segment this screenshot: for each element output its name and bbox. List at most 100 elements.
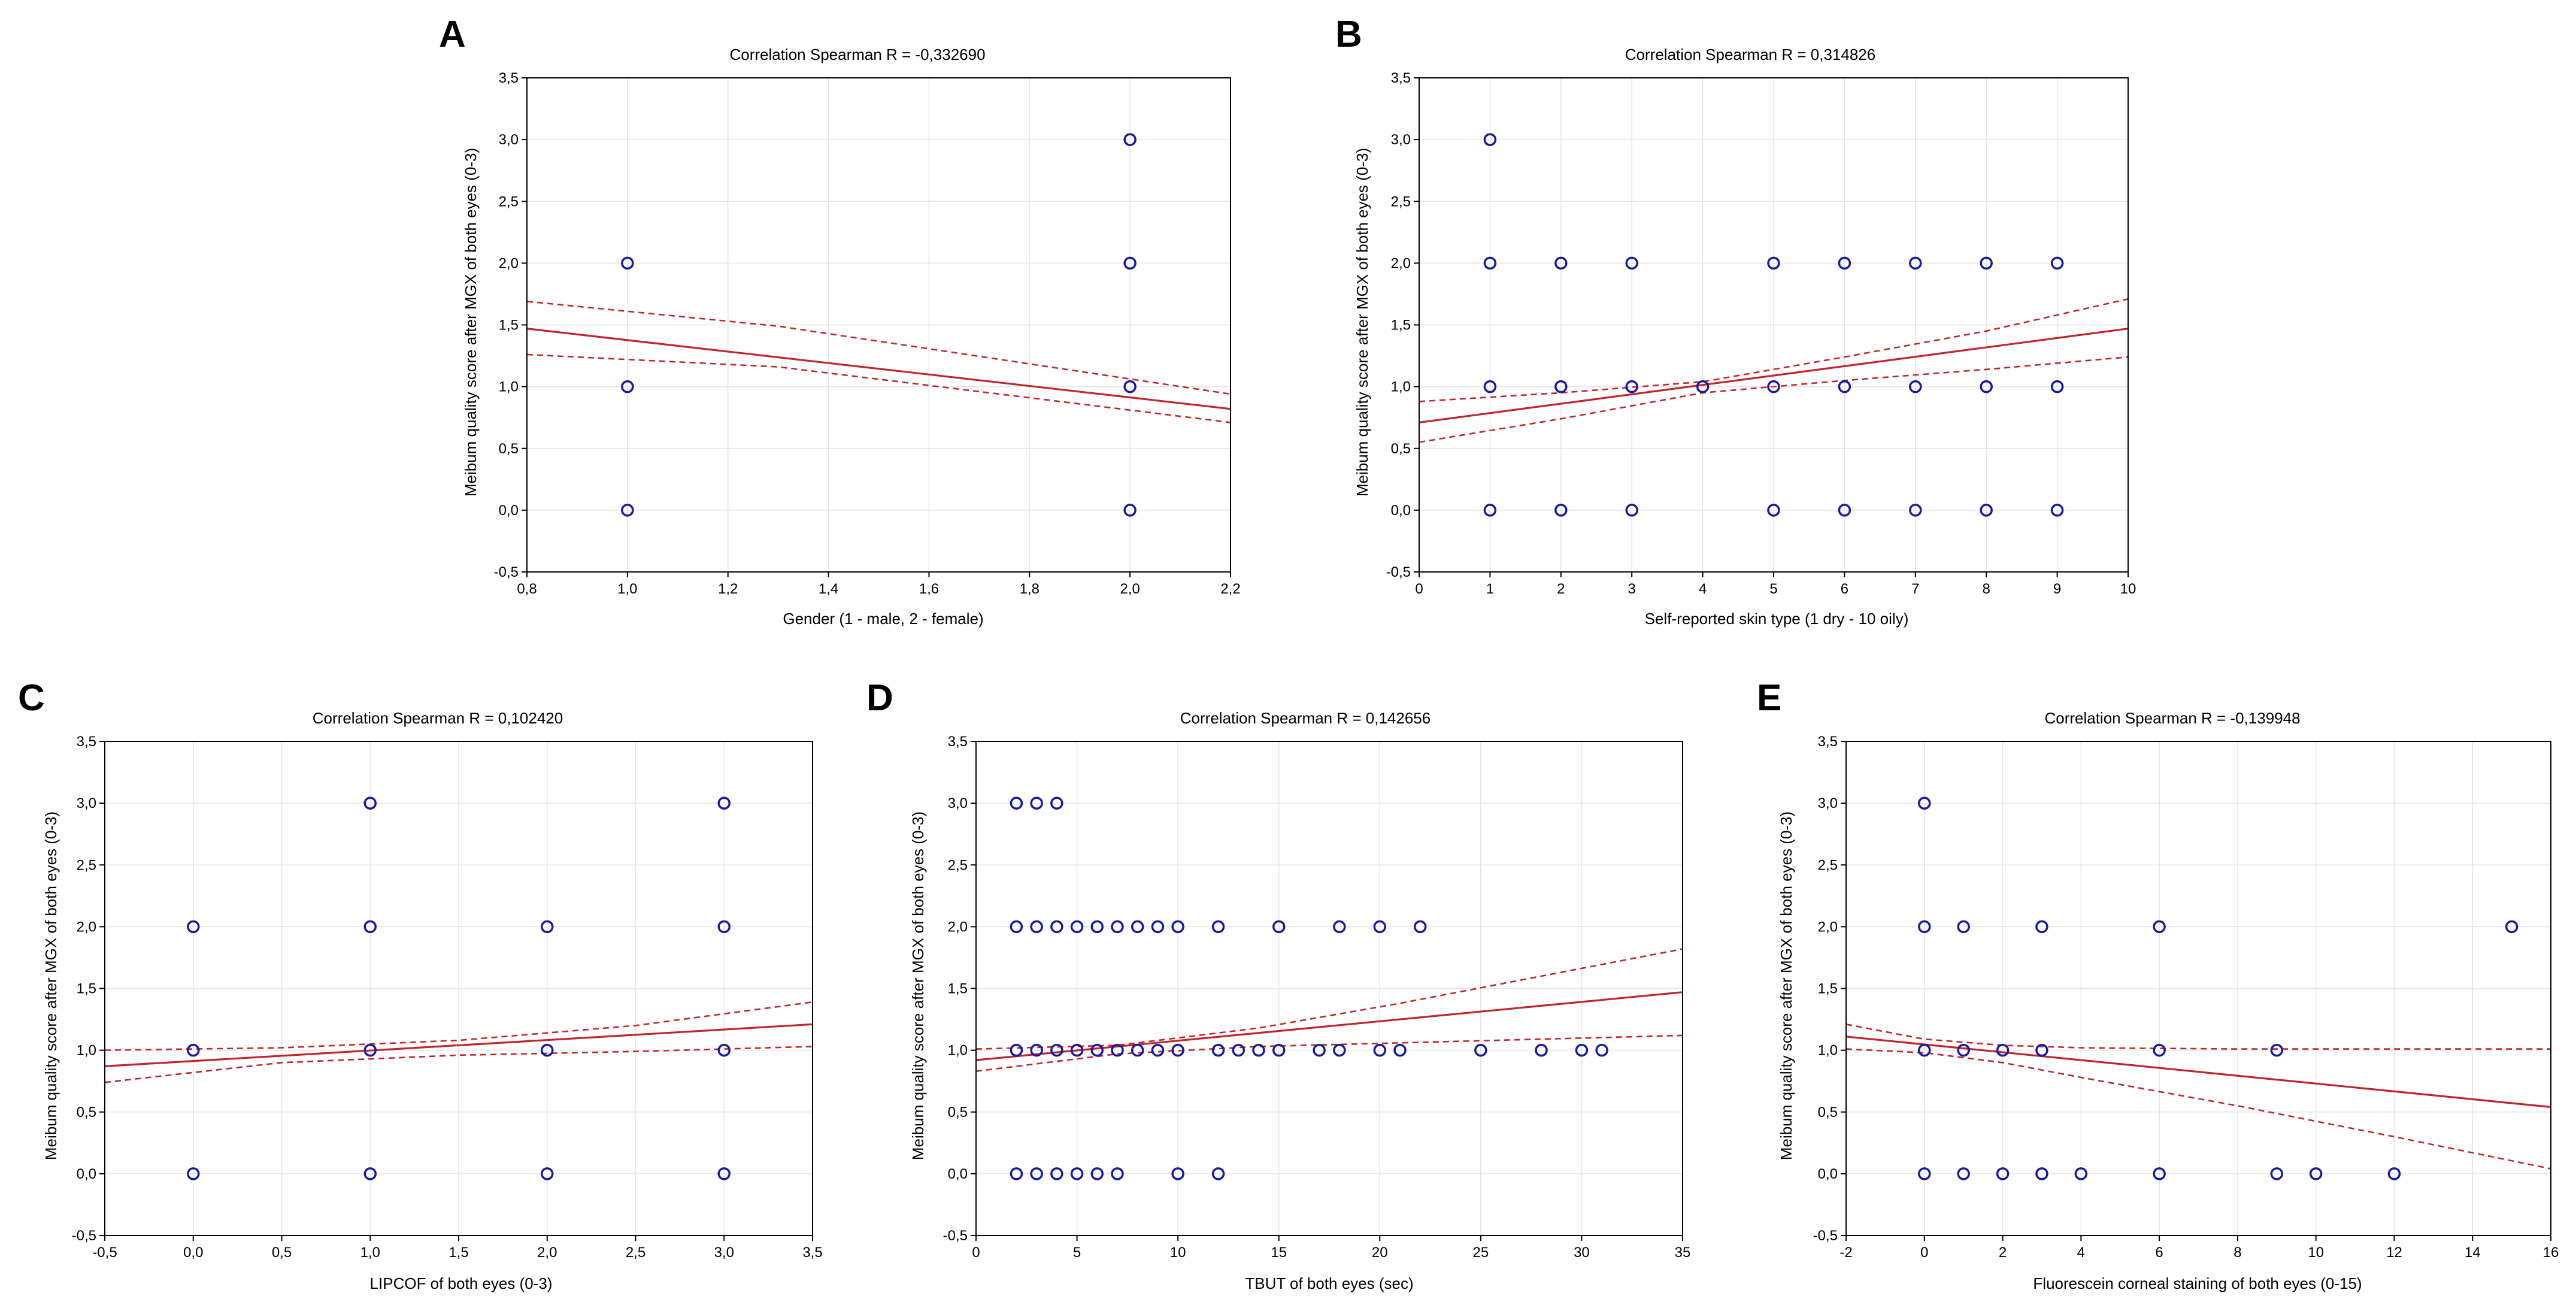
data-point: [1373, 1043, 1387, 1057]
data-point: [1333, 920, 1346, 934]
data-point: [1474, 1043, 1487, 1057]
data-point: [1575, 1043, 1589, 1057]
y-tick-label: -0,5: [1813, 1228, 1838, 1244]
y-axis-label-a: Meibum quality score after MGX of both e…: [462, 148, 480, 496]
y-tick-label: 2,5: [77, 857, 96, 873]
data-point: [187, 1043, 200, 1057]
chart-title-a: Correlation Spearman R = -0,332690: [729, 46, 985, 63]
data-point: [2387, 1167, 2401, 1180]
data-point: [1909, 256, 1922, 270]
data-point: [187, 920, 200, 934]
data-point: [1131, 920, 1144, 934]
regression-line: [104, 1023, 813, 1067]
data-point: [1696, 380, 1710, 393]
x-tick-label: 1,0: [617, 581, 637, 597]
ci-upper-line: [526, 301, 1231, 395]
x-axis-label-d: TBUT of both eyes (sec): [1245, 1274, 1413, 1292]
y-tick-label: 2,0: [499, 255, 519, 271]
data-point: [2074, 1167, 2088, 1180]
panel-A: A Correlation Spearman R = -0,332690 Gen…: [439, 14, 1241, 628]
data-point: [621, 504, 634, 517]
y-tick-label: 2,5: [1391, 193, 1411, 210]
data-point: [2153, 1167, 2166, 1180]
data-point: [363, 797, 377, 810]
chart-title-e: Correlation Spearman R = -0,139948: [2044, 709, 2300, 727]
x-tick-label: 1: [1486, 581, 1494, 597]
axes-c: -0,5 0,0 0,5 1,0 1,5 2,0 2,5 3,0 3,5 -0,5 0,0 0,5 1,…: [72, 734, 823, 1261]
data-point: [1070, 1043, 1084, 1057]
data-point: [1393, 1043, 1407, 1057]
x-tick-label: 0: [1415, 581, 1423, 597]
y-tick-label: -0,5: [1386, 564, 1411, 580]
data-point: [2153, 920, 2166, 934]
x-tick-label: -0,5: [92, 1244, 117, 1261]
ci-upper-line: [1845, 1024, 2551, 1050]
data-point: [621, 380, 634, 393]
data-point: [1767, 504, 1780, 517]
data-point: [1625, 504, 1638, 517]
x-tick-label: 10: [2308, 1244, 2324, 1261]
data-point: [2035, 1167, 2048, 1180]
ci-upper-line: [975, 948, 1683, 1050]
data-point: [1838, 504, 1851, 517]
data-point: [2309, 1167, 2323, 1180]
x-axis-label-a: Gender (1 - male, 2 - female): [783, 610, 983, 628]
data-point: [1767, 256, 1780, 270]
y-axis-label-c: Meibum quality score after MGX of both e…: [42, 811, 60, 1160]
x-tick-label: 0,0: [183, 1244, 203, 1261]
data-point: [1090, 920, 1104, 934]
y-tick-label: 3,5: [1391, 70, 1411, 86]
data-point: [1996, 1167, 2010, 1180]
data-point: [1957, 1167, 1970, 1180]
y-tick-label: 3,0: [77, 795, 96, 811]
y-tick-label: 0,0: [77, 1166, 96, 1182]
data-point: [1272, 920, 1286, 934]
x-tick-label: 2,0: [1120, 581, 1139, 597]
data-point: [1090, 1043, 1104, 1057]
x-tick-label: 0,5: [272, 1244, 292, 1261]
x-tick-label: 30: [1574, 1244, 1590, 1261]
axes-b: 0 1 2 3 4 5 6 7 8 9 10 -0,5 0,0 0,5 1,0 1,5 2,0 2,5 3,0 3,5: [1386, 70, 2136, 597]
x-tick-label: 5: [1073, 1244, 1081, 1261]
regression-line: [1419, 328, 2129, 423]
y-tick-label: 0,5: [77, 1104, 96, 1121]
regression-line: [975, 991, 1683, 1061]
data-points-c: [187, 797, 731, 1180]
x-tick-label: 1,0: [360, 1244, 380, 1261]
x-tick-label: 3: [1628, 581, 1636, 597]
grid-d: [976, 741, 1683, 1236]
y-axis-label-d: Meibum quality score after MGX of both e…: [909, 811, 927, 1160]
data-points-e: [1918, 797, 2519, 1180]
y-tick-label: 3,5: [499, 70, 519, 86]
y-tick-label: 3,0: [1818, 795, 1838, 811]
data-point: [1554, 504, 1568, 517]
y-tick-label: 1,5: [499, 317, 519, 334]
x-tick-label: 8: [2233, 1244, 2241, 1261]
data-point: [717, 1043, 731, 1057]
ci-lower-line: [1845, 1048, 2551, 1170]
data-point: [2050, 380, 2064, 393]
data-point: [1030, 920, 1043, 934]
y-tick-label: 3,0: [499, 132, 519, 148]
data-point: [1010, 1167, 1023, 1180]
y-tick-label: 1,5: [1818, 981, 1838, 997]
x-tick-label: 1,6: [919, 581, 939, 597]
data-point: [1272, 1043, 1286, 1057]
x-tick-label: 25: [1473, 1244, 1489, 1261]
data-point: [1070, 920, 1084, 934]
data-points-a: [621, 133, 1137, 517]
plot-frame: [104, 741, 813, 1236]
data-point: [1483, 504, 1497, 517]
data-point: [1171, 1043, 1184, 1057]
y-tick-label: 1,0: [1391, 379, 1411, 395]
data-point: [1090, 1167, 1104, 1180]
x-tick-label: 2: [1999, 1244, 2007, 1261]
data-point: [541, 1167, 554, 1180]
data-point: [1151, 1043, 1165, 1057]
data-point: [1625, 380, 1638, 393]
y-tick-label: 3,0: [948, 795, 968, 811]
data-points-b: [1483, 133, 2064, 517]
data-point: [1767, 380, 1780, 393]
data-point: [1483, 256, 1497, 270]
data-point: [1123, 133, 1137, 146]
